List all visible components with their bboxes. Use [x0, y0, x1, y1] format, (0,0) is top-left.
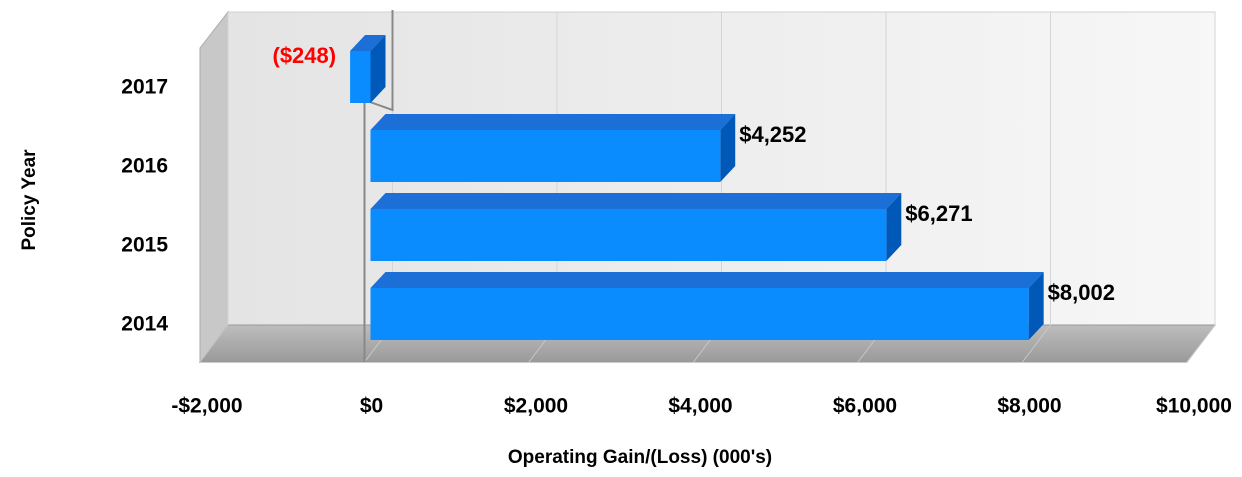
- bar-top: [370, 114, 736, 130]
- y-tick-label: 2014: [121, 313, 168, 336]
- bar-front: [370, 209, 887, 261]
- bar-side: [720, 114, 736, 182]
- bar: [350, 35, 386, 103]
- zero-line: [363, 10, 394, 362]
- value-label: $4,252: [739, 122, 806, 147]
- x-tick-label: $10,000: [1156, 395, 1232, 418]
- bar-top: [370, 193, 902, 209]
- x-axis-title: Operating Gain/(Loss) (000's): [508, 447, 772, 468]
- value-label: $8,002: [1048, 280, 1115, 305]
- bar: [370, 193, 902, 261]
- value-label: $6,271: [905, 201, 972, 226]
- x-tick-label: $0: [360, 395, 383, 418]
- bar-side: [886, 193, 902, 261]
- bar-front: [350, 51, 371, 103]
- x-tick-label: $4,000: [668, 395, 732, 418]
- floor-grid-line: [1186, 324, 1216, 363]
- bar-top: [350, 35, 386, 51]
- floor-grid-line: [199, 324, 229, 363]
- value-label: ($248): [273, 43, 337, 68]
- floor-grid-line: [1022, 324, 1051, 363]
- bar-side: [370, 35, 386, 103]
- x-tick-label: $8,000: [997, 395, 1061, 418]
- y-tick-label: 2015: [121, 234, 168, 257]
- x-tick-label: -$2,000: [171, 395, 242, 418]
- bar: [370, 114, 736, 182]
- x-tick-label: $6,000: [833, 395, 897, 418]
- y-tick-label: 2017: [121, 76, 168, 99]
- bar-side: [1028, 272, 1044, 340]
- bar-front: [370, 288, 1029, 340]
- bar-top: [370, 272, 1044, 288]
- bar: [370, 272, 1044, 340]
- x-tick-label: $2,000: [504, 395, 568, 418]
- y-axis-title: Policy Year: [19, 149, 40, 251]
- side-wall: [199, 10, 229, 364]
- y-tick-label: 2016: [121, 155, 168, 178]
- bar-front: [370, 130, 721, 182]
